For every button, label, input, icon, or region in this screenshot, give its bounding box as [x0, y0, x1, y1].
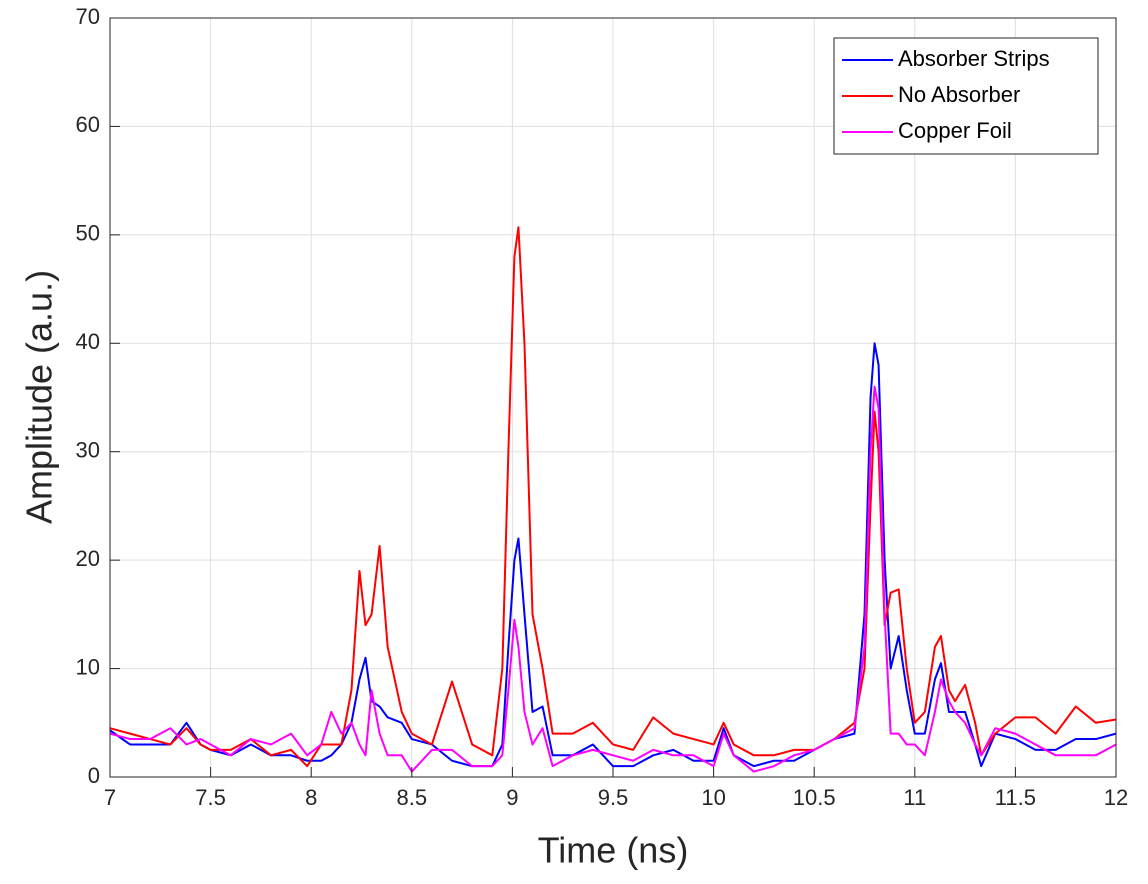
x-tick-label: 9.5 [598, 785, 629, 810]
y-tick-label: 70 [76, 4, 100, 29]
x-axis-label: Time (ns) [538, 830, 689, 871]
x-tick-label: 11 [903, 785, 926, 810]
x-tick-label: 11.5 [995, 785, 1036, 810]
x-tick-label: 12 [1104, 785, 1128, 810]
x-tick-label: 7.5 [195, 785, 226, 810]
series-line [109, 342, 1117, 768]
legend-label: Absorber Strips [898, 46, 1050, 71]
x-tick-label: 10.5 [793, 785, 836, 810]
x-tick-label: 9 [506, 785, 518, 810]
y-axis-label: Amplitude (a.u.) [19, 270, 60, 524]
x-tick-label: 7 [104, 785, 116, 810]
series-line [109, 385, 1117, 773]
y-tick-label: 20 [76, 546, 100, 571]
series-line [109, 226, 1117, 768]
x-tick-label: 10 [701, 785, 725, 810]
y-tick-label: 0 [88, 763, 100, 788]
x-tick-label: 8 [305, 785, 317, 810]
y-tick-label: 30 [76, 438, 100, 463]
plot [109, 226, 1117, 773]
x-tick-label: 8.5 [397, 785, 428, 810]
legend-label: No Absorber [898, 82, 1020, 107]
y-tick-label: 50 [76, 221, 100, 246]
y-tick-label: 60 [76, 112, 100, 137]
legend-label: Copper Foil [898, 118, 1012, 143]
y-tick-label: 40 [76, 329, 100, 354]
y-tick-label: 10 [76, 654, 100, 679]
legend: Absorber Strips No Absorber Copper Foil [833, 37, 1099, 155]
